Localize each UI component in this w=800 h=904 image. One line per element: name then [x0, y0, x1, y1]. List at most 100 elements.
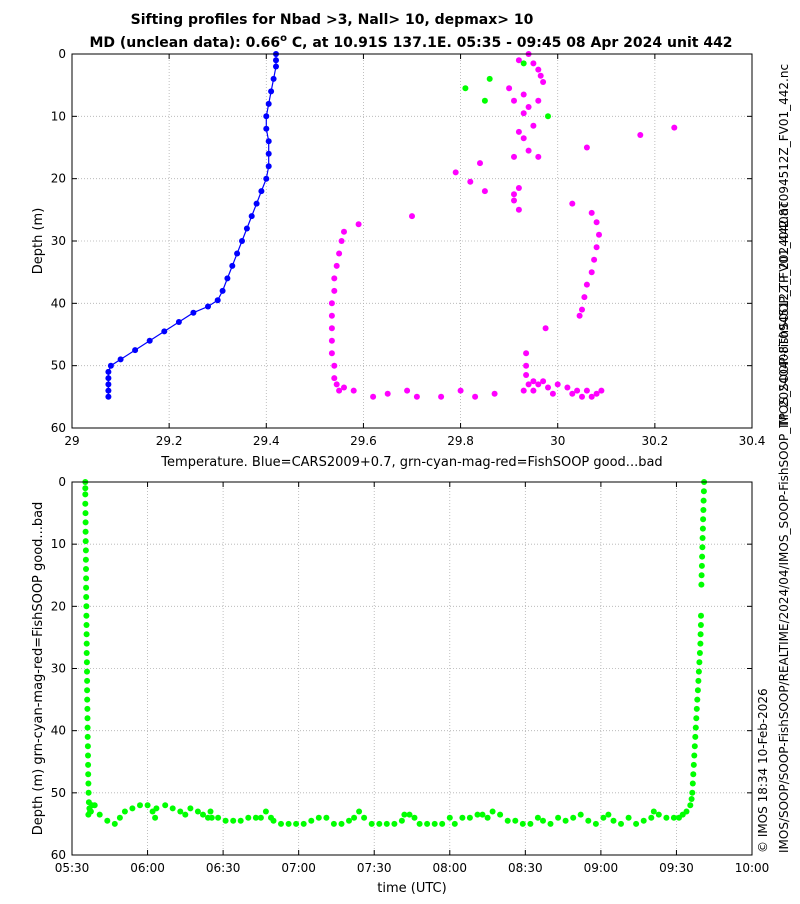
data-point-magenta — [564, 384, 571, 391]
data-point-blue — [229, 262, 236, 269]
data-point-green — [698, 581, 705, 588]
data-point-green — [527, 820, 534, 827]
data-point-magenta — [511, 97, 517, 104]
data-point-green — [85, 761, 92, 768]
data-point-green — [84, 696, 91, 703]
data-point-green — [222, 817, 229, 824]
data-point-green — [466, 814, 473, 821]
x-tick-label: 29.4 — [253, 434, 280, 448]
data-point-magenta — [438, 393, 445, 400]
data-point-green — [555, 814, 562, 821]
data-point-blue — [265, 138, 272, 145]
data-point-green — [356, 808, 363, 815]
data-point-green — [129, 805, 136, 812]
data-point-green — [406, 811, 413, 818]
data-point-magenta — [467, 178, 474, 185]
data-point-green — [700, 488, 707, 495]
data-point-magenta — [583, 387, 590, 394]
data-point-green — [346, 817, 352, 824]
data-point-green — [459, 814, 466, 821]
data-point-green — [688, 796, 695, 802]
data-point-magenta — [336, 387, 343, 394]
data-point-green — [278, 820, 284, 827]
data-point-magenta — [525, 147, 532, 154]
data-point-green — [398, 817, 405, 824]
chart-title-line1: Sifting profiles for Nbad >3, Nall> 10, … — [131, 12, 534, 28]
data-point-green — [683, 808, 690, 815]
data-point-green — [691, 752, 698, 759]
data-point-magenta — [452, 169, 459, 176]
data-point-green — [137, 802, 143, 809]
x-tick-label: 07:30 — [357, 861, 392, 875]
data-point-green — [82, 510, 89, 517]
data-point-green — [697, 631, 704, 638]
data-point-blue — [117, 356, 124, 363]
data-point-green — [697, 640, 704, 647]
data-point-green — [489, 808, 496, 815]
data-point-blue — [265, 163, 272, 170]
data-point-green — [83, 584, 90, 591]
data-point-green — [691, 743, 698, 750]
data-point-magenta — [328, 337, 335, 344]
data-point-green — [245, 814, 252, 821]
data-point-green — [85, 771, 92, 778]
data-point-magenta — [535, 381, 542, 388]
data-point-magenta — [333, 381, 340, 388]
data-point-green — [547, 820, 554, 827]
data-point-green — [692, 724, 699, 731]
data-point-magenta — [591, 256, 598, 263]
data-point-green — [519, 820, 526, 827]
data-point-magenta — [511, 191, 517, 198]
title-line2-suffix: C, at 10.91S 137.1E. 05:35 - 09:45 08 Ap… — [287, 35, 733, 51]
data-point-blue — [258, 188, 265, 195]
data-point-blue — [219, 287, 226, 294]
data-point-blue — [161, 328, 168, 335]
data-point-magenta — [328, 312, 335, 319]
data-point-magenta — [576, 312, 583, 319]
data-point-green — [152, 814, 159, 821]
data-point-green — [416, 820, 423, 827]
data-point-magenta — [341, 384, 347, 391]
data-point-green — [610, 817, 617, 824]
data-point-magenta — [542, 325, 549, 332]
data-point-green — [83, 566, 89, 572]
data-point-magenta — [554, 381, 561, 388]
data-point-green — [670, 814, 677, 821]
data-point-green — [689, 789, 696, 796]
x-tick-label: 08:30 — [508, 861, 543, 875]
data-point-green — [446, 814, 453, 821]
x-tick-label: 10:00 — [735, 861, 770, 875]
data-point-blue — [248, 213, 255, 220]
data-point-magenta — [350, 387, 357, 394]
data-point-magenta — [535, 153, 542, 160]
data-point-magenta — [333, 262, 340, 269]
data-point-magenta — [328, 300, 335, 307]
data-point-green — [700, 507, 707, 513]
degree-sign: o — [280, 33, 287, 44]
data-point-green — [83, 594, 90, 600]
data-point-magenta — [384, 390, 391, 397]
data-point-magenta — [413, 393, 420, 400]
data-point-magenta — [506, 85, 513, 92]
data-point-green — [692, 733, 699, 740]
side-filename: IMOS_SOOP-FishSOOP_TP_20240408T094512Z_F… — [777, 64, 791, 428]
data-point-green — [690, 771, 697, 778]
data-point-green — [111, 820, 118, 827]
data-point-green — [376, 820, 383, 827]
y-tick-label: 30 — [51, 662, 66, 676]
data-point-blue — [263, 175, 270, 182]
data-point-green — [162, 802, 169, 809]
y-tick-label: 40 — [51, 296, 66, 310]
data-point-green — [82, 485, 89, 492]
data-point-magenta — [671, 124, 678, 131]
data-point-magenta — [540, 79, 547, 85]
data-point-magenta — [355, 221, 362, 228]
data-point-green — [270, 817, 277, 824]
data-point-blue — [273, 57, 279, 64]
data-point-green — [84, 733, 91, 740]
data-point-magenta — [404, 387, 411, 394]
data-point-green — [481, 97, 488, 104]
x-tick-label: 30.2 — [641, 434, 668, 448]
data-point-blue — [270, 75, 277, 82]
data-point-green — [215, 814, 222, 821]
